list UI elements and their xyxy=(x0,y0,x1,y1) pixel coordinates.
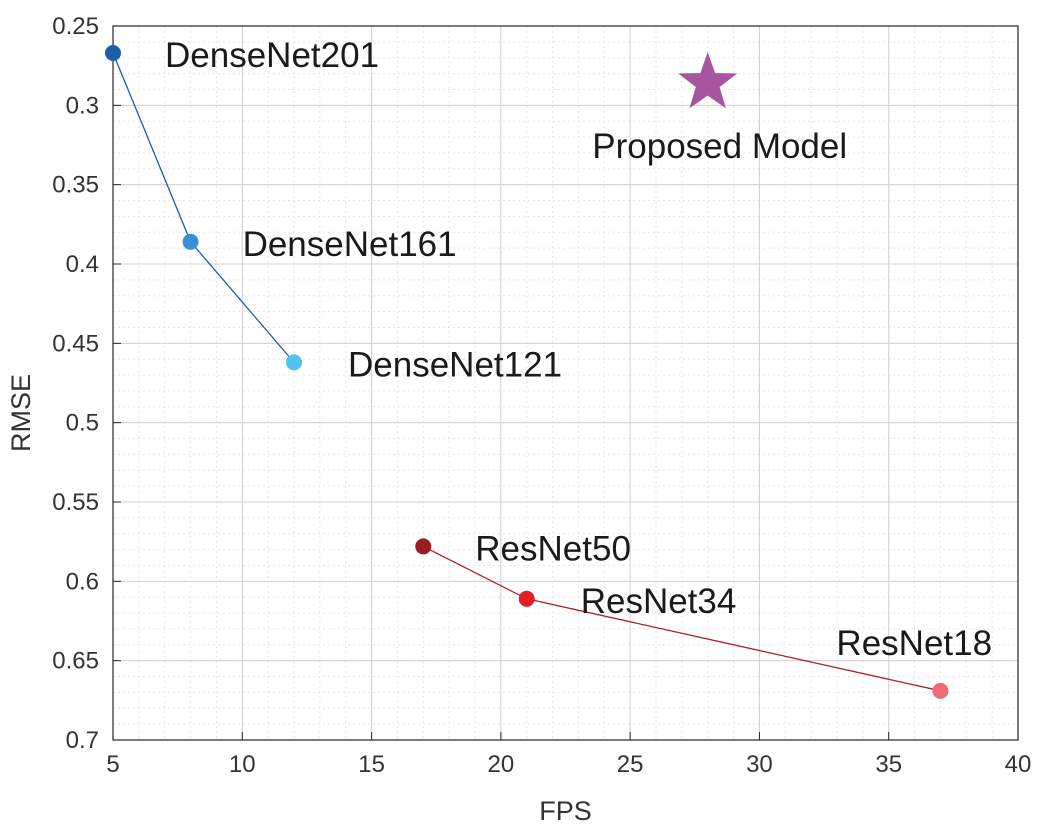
point-label-resnet18: ResNet18 xyxy=(836,624,992,663)
x-tick-label: 10 xyxy=(229,751,256,778)
x-tick-label: 40 xyxy=(1005,751,1032,778)
plot-frame xyxy=(112,25,1019,741)
proposed-model-star-marker xyxy=(678,52,738,109)
data-point-resnet34 xyxy=(518,590,535,607)
data-points xyxy=(105,44,949,699)
grid xyxy=(112,25,1019,741)
y-tick-label: 0.7 xyxy=(66,727,99,754)
y-tick-label: 0.25 xyxy=(52,13,99,40)
y-tick-label: 0.3 xyxy=(66,92,99,119)
y-tick-label: 0.55 xyxy=(52,489,99,516)
data-point-densenet201 xyxy=(105,44,121,61)
point-label-densenet121: DenseNet121 xyxy=(348,345,562,384)
y-tick-label: 0.4 xyxy=(66,251,99,278)
tick-labels: 5 10 15 20 25 30 35 40 0.25 0.3 0.35 0.4 0.45 0.5 0.55… xyxy=(52,13,1031,778)
point-label-densenet201: DenseNet201 xyxy=(165,36,379,75)
data-point-densenet121 xyxy=(286,354,302,371)
y-tick-label: 0.35 xyxy=(52,172,99,199)
x-tick-label: 20 xyxy=(488,751,515,778)
x-axis-title: FPS xyxy=(539,796,592,826)
point-label-proposed-model: Proposed Model xyxy=(592,127,847,166)
y-tick-label: 0.65 xyxy=(52,648,99,675)
x-tick-label: 5 xyxy=(106,751,119,778)
data-point-resnet18 xyxy=(932,682,949,699)
point-labels: DenseNet201 DenseNet161 DenseNet121 ResNet5… xyxy=(165,36,992,663)
point-label-resnet34: ResNet34 xyxy=(581,582,737,621)
data-point-densenet161 xyxy=(182,233,199,250)
y-tick-label: 0.6 xyxy=(66,568,99,595)
data-point-resnet50 xyxy=(415,538,432,555)
x-tick-label: 30 xyxy=(746,751,773,778)
x-tick-label: 15 xyxy=(358,751,385,778)
x-tick-label: 35 xyxy=(875,751,902,778)
x-tick-label: 25 xyxy=(617,751,644,778)
point-label-densenet161: DenseNet161 xyxy=(243,225,457,264)
y-axis-title: RMSE xyxy=(6,374,36,452)
y-tick-label: 0.5 xyxy=(66,410,99,437)
point-label-resnet50: ResNet50 xyxy=(475,529,631,568)
y-tick-label: 0.45 xyxy=(52,330,99,357)
plot-background xyxy=(113,26,1018,740)
